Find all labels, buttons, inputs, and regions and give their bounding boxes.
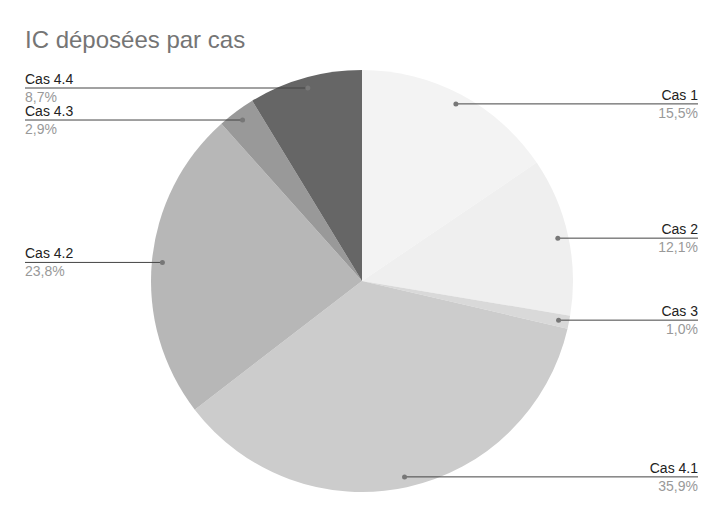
slice-value-label: 15,5% — [658, 105, 698, 121]
pie-slices — [151, 70, 573, 492]
slice-value-label: 8,7% — [25, 89, 57, 105]
pie-slice — [252, 70, 362, 281]
leader-dot — [305, 86, 310, 91]
slice-category-label: Cas 1 — [661, 87, 698, 103]
slice-labels: Cas 1 15,5% Cas 2 12,1% Cas 3 1,0% Cas 4.1 35,9… — [25, 71, 698, 494]
leader-dot — [160, 260, 165, 265]
slice-category-label: Cas 4.3 — [25, 103, 73, 119]
leader-line — [25, 88, 308, 89]
leader-dot — [453, 101, 458, 106]
slice-category-label: Cas 4.4 — [25, 71, 73, 87]
slice-value-label: 12,1% — [658, 239, 698, 255]
chart-title: IC déposées par cas — [25, 26, 245, 53]
slice-category-label: Cas 3 — [661, 303, 698, 319]
pie-group — [151, 70, 573, 492]
slice-category-label: Cas 4.1 — [650, 460, 698, 476]
leader-dot — [555, 236, 560, 241]
chart-svg: IC déposées par casCas 115,5%Cas 212,1%C… — [0, 0, 725, 519]
leader-dot — [240, 118, 245, 123]
slice-value-label: 2,9% — [25, 121, 57, 137]
chart-container: IC déposées par casCas 115,5%Cas 212,1%C… — [0, 0, 725, 519]
leader-dot — [556, 318, 561, 323]
slice-value-label: 23,8% — [25, 263, 65, 279]
slice-value-label: 35,9% — [658, 478, 698, 494]
slice-category-label: Cas 2 — [661, 221, 698, 237]
leader-dot — [402, 474, 407, 479]
slice-category-label: Cas 4.2 — [25, 245, 73, 261]
leader-line — [25, 120, 243, 121]
leader-line — [405, 476, 698, 477]
slice-value-label: 1,0% — [666, 321, 698, 337]
